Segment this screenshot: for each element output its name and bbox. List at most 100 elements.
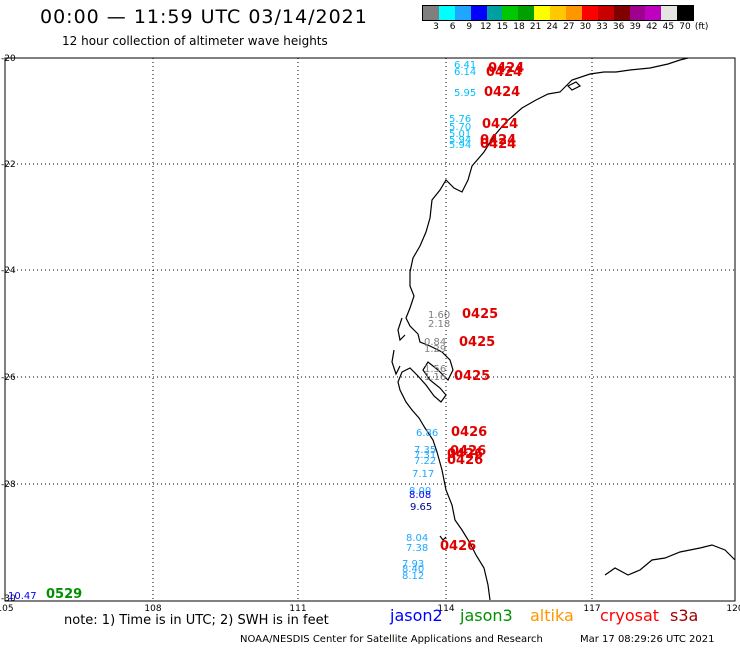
wave-height-value: 2.18 [428,319,450,330]
lat-tick-label: -30 [1,594,16,604]
pass-time-label: 0529 [46,587,82,602]
scale-label: 9 [466,22,473,32]
graticule [5,58,735,601]
wave-height-value: 7.38 [406,543,428,554]
scale-label: 30 [579,22,592,32]
pass-time-label: 0425 [459,335,495,350]
pass-time-label: 0425 [462,307,498,322]
pass-time-label: 0426 [447,453,483,468]
footer-timestamp: Mar 17 08:29:26 UTC 2021 [580,634,715,645]
coastline-shark-bay-peninsula [397,317,406,342]
lat-tick-label: -26 [1,373,16,383]
scale-swatch [486,6,503,20]
wave-height-value: 8.04 [406,533,428,544]
wave-height-value: 5.76 [449,114,471,125]
wave-height-value: 5.01 [449,129,471,140]
scale-label: 27 [563,22,575,32]
pass-time-label: 0424 [480,133,516,148]
scale-swatch [502,6,519,20]
scale-swatch [613,6,630,20]
wave-height-value: 9.65 [410,502,432,513]
coastline-far-east [604,544,736,576]
scale-swatch [566,6,582,20]
pass-time-label: 0424 [488,61,524,76]
scale-label: 6 [449,22,456,32]
scale-swatch [629,6,646,20]
mission-cryosat: cryosat [600,606,660,625]
scale-swatch [677,6,694,20]
wave-height-value: 7.35 [414,445,436,456]
color-scale-labels: 3 6 9 12 15 18 21 24 27 30 33 36 39 42 45 70 (ft) [422,22,740,34]
scale-label: 42 [646,22,658,32]
pass-time-label: 0424 [480,137,516,152]
coastline-island-dirk-hartog [391,349,401,376]
scale-label: 21 [529,22,542,32]
scale-swatch [597,6,614,20]
scale-label: 33 [596,22,608,32]
wave-height-value: 5.94 [449,135,471,146]
mission-s3a: s3a [670,606,699,625]
scale-swatch [661,6,678,20]
scale-label: 24 [546,22,558,32]
map-subtitle: 12 hour collection of altimeter wave hei… [62,34,328,48]
wave-height-value: 5.94 [449,140,471,151]
wave-height-color-scale [422,5,695,21]
scale-swatch [645,6,662,20]
wave-height-value: 5.95 [454,88,476,99]
lat-tick-label: -24 [1,266,16,276]
pass-time-label: 0424 [484,85,520,100]
scale-swatch [470,6,487,20]
scale-label: 39 [629,22,641,32]
wave-height-value: 5.70 [449,122,471,133]
lon-tick-label: 120 [726,604,740,614]
map-title: 00:00 — 11:59 UTC 03/14/2021 [40,6,368,28]
scale-swatch [438,6,455,20]
pass-time-label: 0426 [450,444,486,459]
scale-swatch [423,6,439,20]
pass-time-label: 0426 [447,447,483,462]
pass-time-label: 0424 [482,117,518,132]
scale-label: 70 [679,22,691,32]
scale-swatch [454,6,471,20]
mission-jason3: jason3 [460,606,513,625]
scale-swatch [534,6,551,20]
lon-tick-label: 114 [437,604,454,614]
scale-label: 3 [433,22,439,32]
wave-height-value: 1.29 [424,344,446,355]
map-frame [4,57,736,602]
wave-height-value: 6.14 [454,67,476,78]
scale-label: 36 [612,22,625,32]
pass-time-label: 0426 [440,539,476,554]
scale-swatch [550,6,567,20]
axis-labels: -20 -22 -24 -26 -28 -30105 108 111 114 117 120 [0,54,740,614]
scale-label: (ft) [694,22,709,32]
footer-note: note: 1) Time is in UTC; 2) SWH is in fe… [64,613,329,628]
pass-time-label: 0426 [451,425,487,440]
coastline-abrolhos [439,535,447,541]
wave-height-value: 8.12 [402,571,424,582]
mission-altika: altika [530,606,574,625]
scale-swatch [518,6,535,20]
wave-height-value: 0.84 [424,337,446,348]
lon-tick-label: 105 [0,604,14,614]
wave-height-value: 1.60 [428,310,450,321]
wave-height-value: 8.40 [402,564,424,575]
lat-tick-label: -20 [1,54,16,64]
coastline-island-north [566,81,582,91]
footer-credit: NOAA/NESDIS Center for Satellite Applica… [240,634,543,645]
wave-height-value: 6.41 [454,60,476,71]
coastline [391,57,736,601]
wave-height-value: 7.93 [402,559,424,570]
wave-height-value: 8.00 [409,486,431,497]
wave-height-value: 1.56 [424,364,446,375]
wave-height-value: 7.17 [412,469,434,480]
scale-label: 15 [496,22,509,32]
lon-tick-label: 108 [144,604,161,614]
mission-jason2: jason2 [390,606,443,625]
pass-time-label: 0425 [454,369,490,384]
scale-swatch [581,6,598,20]
coastline-mainland [397,57,689,601]
wave-height-value: 8.08 [409,490,431,501]
